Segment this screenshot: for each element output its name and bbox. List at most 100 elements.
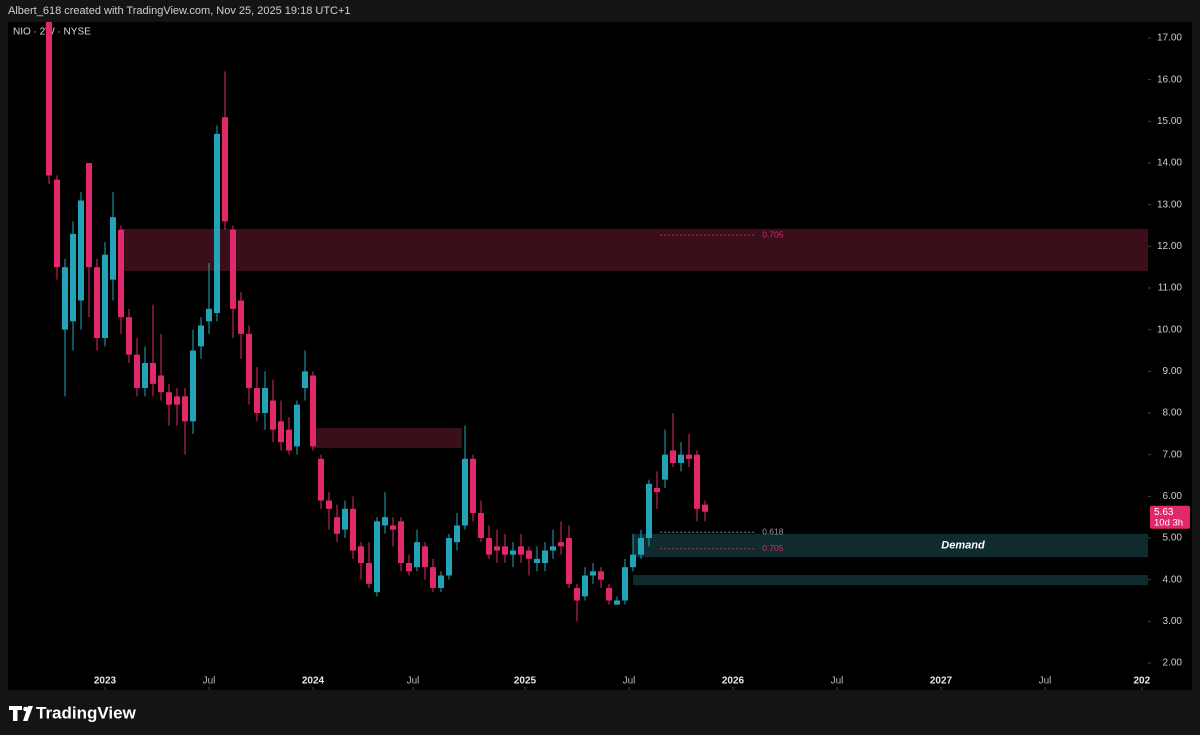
x-tick-label: Jul bbox=[407, 676, 420, 687]
candle-body bbox=[166, 392, 172, 405]
candle-body bbox=[670, 450, 676, 463]
y-tick-label: 8.00 bbox=[1163, 408, 1183, 419]
candle-body bbox=[470, 458, 476, 513]
y-tick-label: 7.00 bbox=[1163, 449, 1183, 460]
candle-body bbox=[206, 308, 212, 322]
candle-body bbox=[358, 546, 364, 563]
zone-label: Demand bbox=[941, 539, 985, 551]
candle-body bbox=[174, 396, 180, 405]
price-tag bbox=[1150, 505, 1190, 529]
candle-body bbox=[534, 558, 540, 563]
candle-body bbox=[550, 546, 556, 551]
candle-body bbox=[438, 575, 444, 588]
zone bbox=[633, 533, 1148, 558]
candle-body bbox=[454, 525, 460, 543]
candle-body bbox=[398, 521, 404, 563]
fib-label: 0.618 bbox=[762, 526, 784, 536]
candle-body bbox=[374, 521, 380, 593]
y-tick-label: 13.00 bbox=[1157, 199, 1182, 210]
candle-body bbox=[526, 550, 532, 559]
candle-body bbox=[326, 500, 332, 509]
plot-area: Demand 0.705 0.618 0.705 bbox=[46, 22, 1148, 622]
chart-panel bbox=[8, 22, 1192, 690]
candle-body bbox=[102, 254, 108, 338]
candle-body bbox=[70, 233, 76, 322]
candle-body bbox=[214, 133, 220, 313]
candle-body bbox=[182, 396, 188, 422]
candle-body bbox=[222, 117, 228, 222]
candle-body bbox=[62, 267, 68, 330]
candle-body bbox=[350, 508, 356, 551]
candle-body bbox=[414, 542, 420, 568]
candle-body bbox=[638, 538, 644, 555]
candle-body bbox=[566, 538, 572, 584]
candle-body bbox=[366, 563, 372, 584]
candle-body bbox=[678, 454, 684, 463]
candle-body bbox=[94, 267, 100, 338]
x-tick-label: 2027 bbox=[930, 676, 953, 687]
candle-body bbox=[390, 525, 396, 530]
candle-body bbox=[230, 229, 236, 309]
candle-body bbox=[190, 350, 196, 422]
y-tick-label: 11.00 bbox=[1158, 283, 1183, 294]
brand: TradingView bbox=[36, 703, 137, 722]
candle-body bbox=[406, 563, 412, 572]
candle-body bbox=[78, 200, 84, 301]
candle-body bbox=[606, 588, 612, 601]
candle-body bbox=[542, 550, 548, 563]
x-tick-label: 2024 bbox=[302, 676, 325, 687]
candle-body bbox=[318, 458, 324, 501]
candle-body bbox=[286, 429, 292, 451]
candle-body bbox=[86, 163, 92, 268]
candle-body bbox=[142, 363, 148, 388]
candle-body bbox=[310, 375, 316, 447]
candle-body bbox=[294, 404, 300, 447]
candle-body bbox=[134, 354, 140, 388]
y-tick-label: 12.00 bbox=[1157, 241, 1182, 252]
y-tick-label: 5.00 bbox=[1163, 533, 1183, 544]
candle-body bbox=[622, 567, 628, 601]
y-tick-label: 14.00 bbox=[1157, 158, 1182, 169]
y-tick-label: 2.00 bbox=[1163, 658, 1183, 669]
candle-body bbox=[46, 22, 52, 176]
candle-body bbox=[382, 517, 388, 526]
candle-body bbox=[694, 454, 700, 509]
candle-body bbox=[150, 363, 156, 384]
candle-body bbox=[446, 538, 452, 576]
x-tick-label: Jul bbox=[203, 676, 216, 687]
candle-body bbox=[598, 571, 604, 580]
candle-body bbox=[422, 546, 428, 568]
fib-label: 0.705 bbox=[762, 229, 784, 239]
zone bbox=[313, 428, 462, 448]
candle-body bbox=[54, 179, 60, 268]
y-tick-label: 17.00 bbox=[1157, 33, 1182, 44]
x-tick-label: Jul bbox=[1039, 676, 1052, 687]
fib-label: 0.705 bbox=[762, 543, 784, 553]
candle-body bbox=[662, 454, 668, 480]
candle-body bbox=[574, 588, 580, 601]
candle-body bbox=[110, 217, 116, 280]
price-tag-countdown: 10d 3h bbox=[1154, 517, 1183, 528]
candle-body bbox=[302, 371, 308, 388]
candle-body bbox=[590, 571, 596, 576]
y-tick-label: 3.00 bbox=[1163, 616, 1183, 627]
candle-body bbox=[614, 600, 620, 605]
axes: 2.00 3.00 4.00 5.00 6.00 7.00 8.00 9.00 10.00 11.… bbox=[94, 33, 1190, 690]
candle-body bbox=[278, 421, 284, 443]
candle-body bbox=[486, 538, 492, 555]
candle-body bbox=[238, 300, 244, 334]
candle-body bbox=[430, 567, 436, 588]
candle-body bbox=[510, 550, 516, 555]
candle-body bbox=[158, 375, 164, 393]
x-tick-label: 2026 bbox=[722, 676, 745, 687]
price-tag-value: 5.63 bbox=[1154, 507, 1174, 518]
symbol-title: NIO · 2W · NYSE bbox=[13, 27, 91, 38]
zone bbox=[121, 228, 1148, 271]
x-tick-label: 202 bbox=[1133, 676, 1150, 687]
y-tick-label: 4.00 bbox=[1163, 574, 1183, 585]
candle-body bbox=[342, 508, 348, 530]
candle-body bbox=[334, 517, 340, 534]
candle-body bbox=[126, 317, 132, 355]
